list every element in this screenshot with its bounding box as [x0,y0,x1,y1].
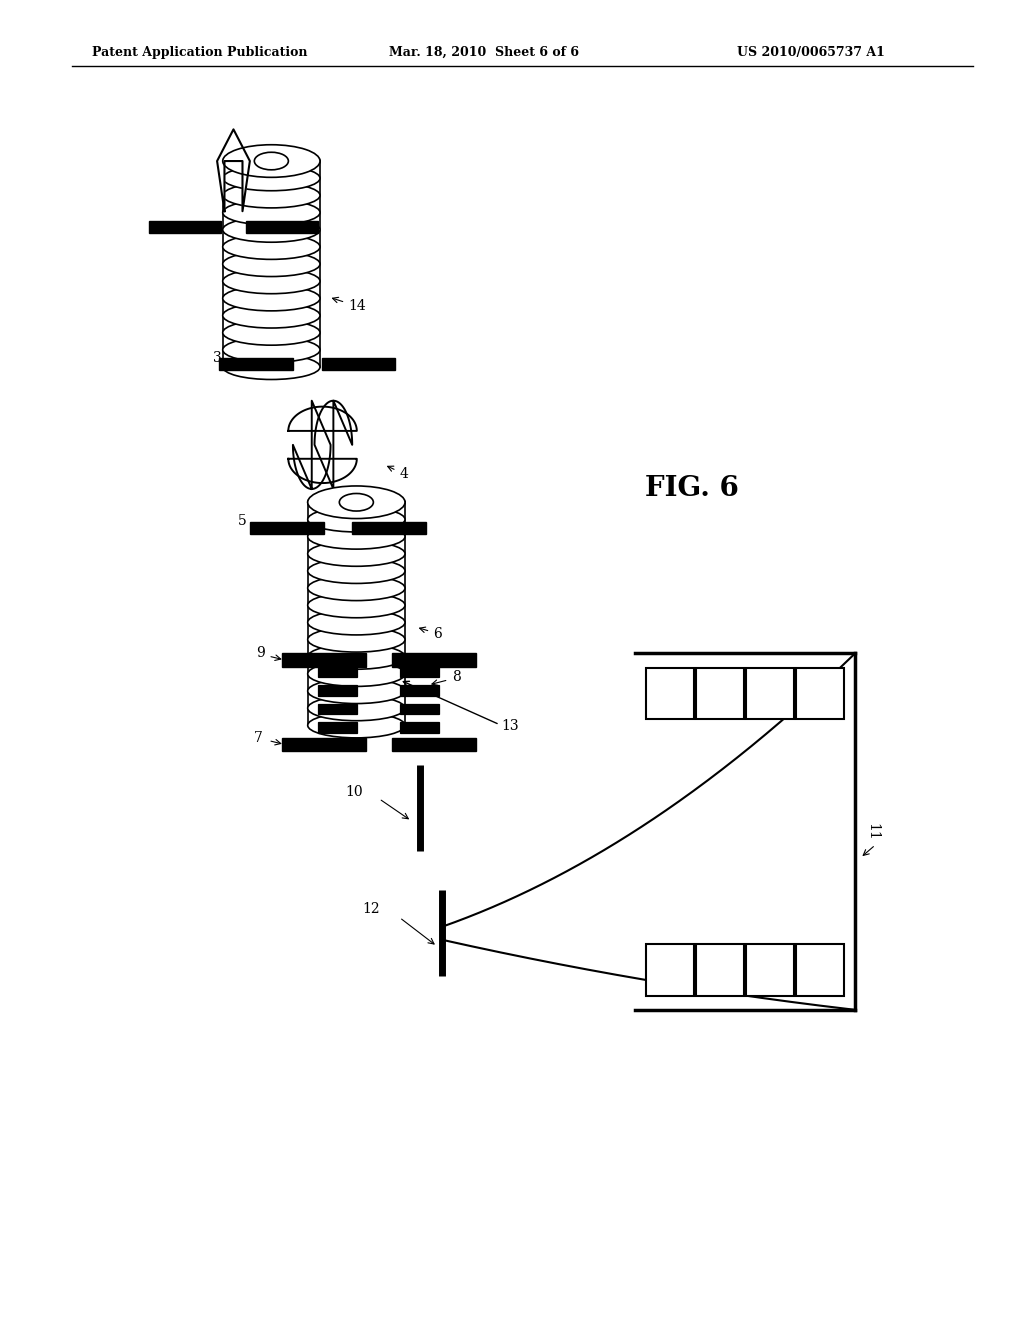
Bar [400,704,439,714]
Bar [352,521,426,533]
Ellipse shape [223,182,319,207]
Ellipse shape [223,268,319,293]
Ellipse shape [307,610,404,635]
Text: 5: 5 [238,515,247,528]
Bar [400,667,439,677]
Ellipse shape [223,337,319,362]
Ellipse shape [254,152,289,170]
Ellipse shape [307,713,404,738]
Text: 6: 6 [420,627,442,640]
Text: 1: 1 [244,222,253,236]
Bar [696,668,743,719]
Text: 14: 14 [333,297,366,313]
Bar [318,704,357,714]
Ellipse shape [307,593,404,618]
Text: FIG. 6: FIG. 6 [645,475,739,502]
Bar [797,668,844,719]
Ellipse shape [223,251,319,277]
Ellipse shape [307,507,404,532]
Ellipse shape [307,661,404,686]
Ellipse shape [307,490,404,515]
Bar [400,685,439,696]
Bar [391,738,475,751]
Bar [250,521,324,533]
Text: 13: 13 [502,719,519,733]
Bar [746,944,794,995]
Bar [322,358,395,370]
Polygon shape [293,401,331,488]
Ellipse shape [223,149,319,173]
Ellipse shape [307,486,404,519]
Bar [282,653,367,667]
Bar [282,738,367,751]
Text: 12: 12 [362,903,380,916]
Bar [797,944,844,995]
Bar [318,685,357,696]
Text: 3: 3 [213,351,222,364]
Polygon shape [289,407,356,430]
Bar [746,668,794,719]
Ellipse shape [307,627,404,652]
Ellipse shape [307,696,404,721]
Polygon shape [314,401,352,488]
Bar [150,220,221,232]
Ellipse shape [223,199,319,224]
Bar [219,358,293,370]
Text: Patent Application Publication: Patent Application Publication [92,46,307,59]
Ellipse shape [223,354,319,379]
Bar [391,653,475,667]
Bar [318,667,357,677]
Text: US 2010/0065737 A1: US 2010/0065737 A1 [737,46,885,59]
Ellipse shape [307,558,404,583]
Ellipse shape [307,678,404,704]
Text: 4: 4 [388,466,409,480]
Ellipse shape [339,494,374,511]
Text: 8: 8 [453,671,462,684]
Bar [696,944,743,995]
Polygon shape [217,129,250,211]
Text: Mar. 18, 2010  Sheet 6 of 6: Mar. 18, 2010 Sheet 6 of 6 [389,46,580,59]
Text: 11: 11 [865,822,880,841]
Bar [318,722,357,733]
Ellipse shape [223,165,319,190]
Bar [247,220,317,232]
Ellipse shape [223,216,319,242]
Text: 9: 9 [256,647,265,660]
Text: 7: 7 [254,731,263,744]
Bar [646,668,693,719]
Ellipse shape [223,235,319,259]
Bar [400,722,439,733]
Text: 10: 10 [345,785,362,799]
Polygon shape [289,459,356,483]
Ellipse shape [223,302,319,327]
Ellipse shape [223,319,319,345]
Ellipse shape [307,524,404,549]
Ellipse shape [223,285,319,310]
Ellipse shape [307,576,404,601]
Ellipse shape [307,644,404,669]
Ellipse shape [307,541,404,566]
Ellipse shape [223,145,319,177]
Bar [646,944,693,995]
